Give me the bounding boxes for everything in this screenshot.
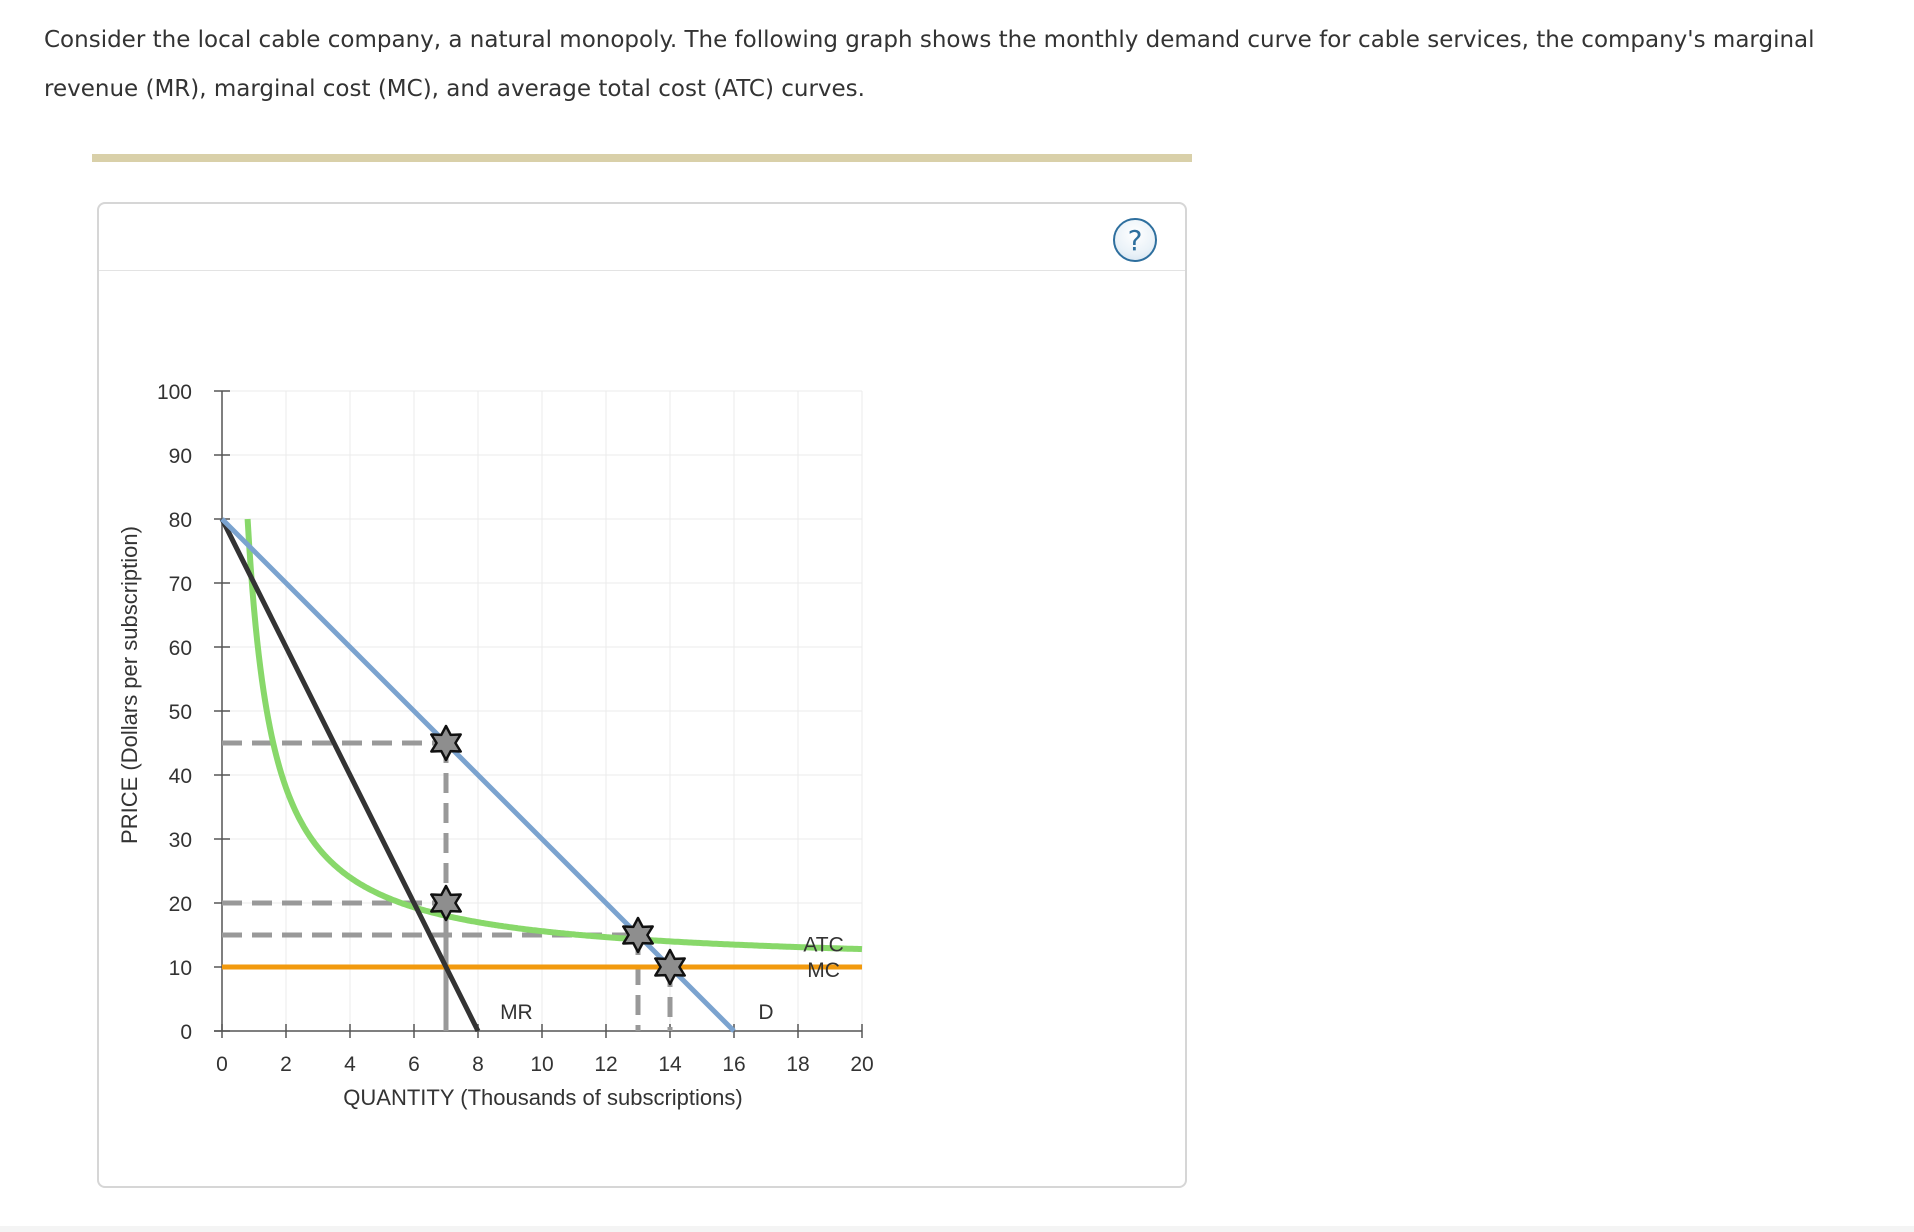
x-tick-label: 14 — [658, 1053, 682, 1076]
x-tick-label: 12 — [594, 1053, 617, 1076]
star-point-marker — [622, 916, 654, 954]
x-axis-label: QUANTITY (Thousands of subscriptions) — [343, 1085, 742, 1110]
bottom-strip — [0, 1226, 1914, 1232]
curve-label: MR — [500, 1001, 533, 1024]
question-text: Consider the local cable company, a natu… — [44, 27, 1815, 102]
y-tick-label: 20 — [169, 893, 192, 916]
x-tick-label: 18 — [786, 1053, 809, 1076]
star-point-marker — [430, 884, 462, 922]
x-tick-label: 16 — [722, 1053, 745, 1076]
y-tick-label: 70 — [169, 573, 192, 596]
y-tick-label: 60 — [169, 637, 192, 660]
y-tick-label: 90 — [169, 445, 192, 468]
x-tick-label: 4 — [344, 1053, 356, 1076]
curve-label: ATC — [803, 934, 843, 957]
grid-lines — [222, 390, 863, 1031]
demand-curve — [220, 517, 736, 1033]
y-tick-label: 80 — [169, 509, 192, 532]
divider-rule — [92, 154, 1192, 162]
y-tick-label: 100 — [157, 381, 192, 404]
help-button[interactable]: ? — [1113, 218, 1157, 262]
curve-label: MC — [807, 959, 840, 982]
mr-curve — [219, 517, 481, 1033]
y-tick-label: 0 — [180, 1021, 192, 1044]
x-tick-label: 10 — [530, 1053, 553, 1076]
panel-header-divider — [99, 270, 1185, 271]
point-markers — [430, 724, 686, 986]
y-axis-label: PRICE (Dollars per subscription) — [117, 526, 142, 844]
x-tick-label: 2 — [280, 1053, 292, 1076]
atc-curve — [244, 518, 863, 953]
x-tick-label: 0 — [216, 1053, 228, 1076]
star-point-marker — [430, 724, 462, 762]
x-tick-label: 8 — [472, 1053, 484, 1076]
y-tick-label: 40 — [169, 765, 192, 788]
star-point-marker — [654, 948, 686, 986]
question-mark-icon: ? — [1127, 223, 1143, 257]
graph-panel — [97, 202, 1187, 1188]
x-tick-label: 20 — [850, 1053, 873, 1076]
curve-label: D — [758, 1001, 773, 1024]
y-tick-label: 50 — [169, 701, 192, 724]
axes: 0 10 20 30 40 50 60 70 80 90 100 0 2 4 6 8 10 12 14 16 18 20 — [157, 381, 874, 1076]
y-tick-label: 30 — [169, 829, 192, 852]
curves — [219, 517, 863, 1033]
y-tick-label: 10 — [169, 957, 192, 980]
x-tick-label: 6 — [408, 1053, 420, 1076]
